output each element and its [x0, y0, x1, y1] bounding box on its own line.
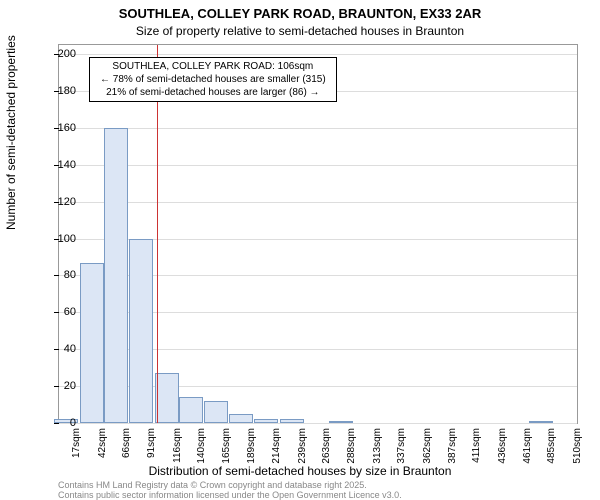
- gridline: [59, 423, 577, 424]
- gridline: [59, 128, 577, 129]
- x-axis-label: Distribution of semi-detached houses by …: [0, 464, 600, 478]
- y-axis-label: Number of semi-detached properties: [4, 35, 18, 230]
- y-tick-label: 140: [46, 159, 76, 171]
- y-tick-label: 80: [46, 269, 76, 281]
- y-tick-label: 160: [46, 122, 76, 134]
- histogram-bar: [229, 414, 253, 423]
- footer-licence: Contains public sector information licen…: [58, 490, 402, 500]
- y-tick-label: 60: [46, 306, 76, 318]
- gridline: [59, 202, 577, 203]
- histogram-bar: [104, 128, 128, 423]
- plot-area: SOUTHLEA, COLLEY PARK ROAD: 106sqm← 78% …: [58, 44, 578, 424]
- gridline: [59, 165, 577, 166]
- histogram-bar: [280, 419, 304, 423]
- y-tick-label: 100: [46, 233, 76, 245]
- histogram-bar: [254, 419, 278, 423]
- y-tick-label: 20: [46, 380, 76, 392]
- y-tick-label: 180: [46, 85, 76, 97]
- annotation-box: SOUTHLEA, COLLEY PARK ROAD: 106sqm← 78% …: [89, 57, 337, 102]
- y-tick-label: 120: [46, 196, 76, 208]
- footer-copyright: Contains HM Land Registry data © Crown c…: [58, 480, 367, 490]
- histogram-chart: SOUTHLEA, COLLEY PARK ROAD, BRAUNTON, EX…: [0, 0, 600, 500]
- chart-title-sub: Size of property relative to semi-detach…: [0, 24, 600, 38]
- annotation-line: SOUTHLEA, COLLEY PARK ROAD: 106sqm: [100, 60, 326, 73]
- y-tick-label: 200: [46, 48, 76, 60]
- chart-title-main: SOUTHLEA, COLLEY PARK ROAD, BRAUNTON, EX…: [0, 6, 600, 21]
- histogram-bar: [129, 239, 153, 423]
- histogram-bar: [529, 421, 553, 423]
- histogram-bar: [329, 421, 353, 423]
- histogram-bar: [80, 263, 104, 423]
- histogram-bar: [204, 401, 228, 423]
- y-tick-label: 40: [46, 343, 76, 355]
- gridline: [59, 54, 577, 55]
- annotation-line: 21% of semi-detached houses are larger (…: [100, 86, 326, 99]
- histogram-bar: [179, 397, 203, 423]
- annotation-line: ← 78% of semi-detached houses are smalle…: [100, 73, 326, 86]
- histogram-bar: [155, 373, 179, 423]
